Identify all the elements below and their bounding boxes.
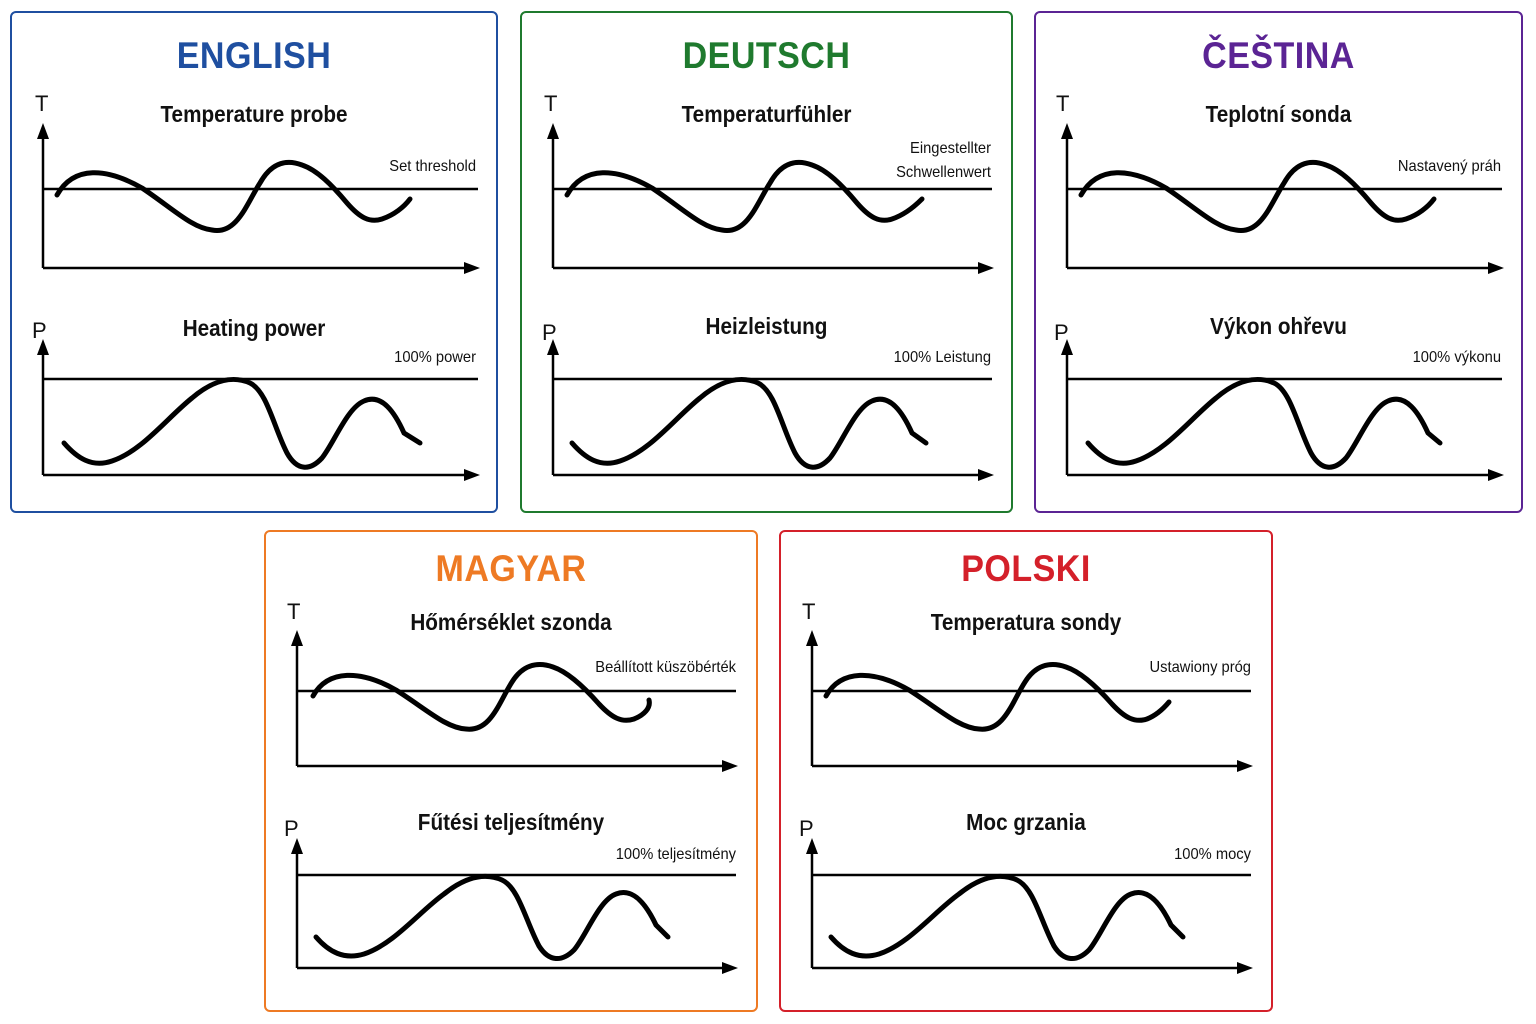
temperature-x-arrow bbox=[1488, 262, 1504, 274]
temperature-chart-title: Temperatura sondy bbox=[930, 609, 1122, 635]
power-y-arrow bbox=[806, 838, 818, 854]
threshold-label: Nastavený práh bbox=[1397, 158, 1501, 175]
temperature-curve bbox=[54, 159, 413, 233]
temperature-chart-title: Temperature probe bbox=[160, 101, 348, 127]
power-axis-label: P bbox=[542, 320, 557, 345]
diagram-graphics bbox=[547, 123, 994, 481]
power-curve bbox=[1085, 377, 1443, 470]
power-chart-title: Heizleistung bbox=[705, 313, 828, 339]
full-power-label: 100% Leistung bbox=[893, 349, 991, 366]
power-x-arrow bbox=[1488, 469, 1504, 481]
temperature-axis-label: T bbox=[802, 599, 816, 624]
language-title: ENGLISH bbox=[176, 35, 332, 76]
power-curve bbox=[569, 377, 929, 470]
power-curve bbox=[313, 874, 671, 961]
temperature-chart-title: Teplotní sonda bbox=[1205, 101, 1352, 127]
threshold-label: Ustawiony próg bbox=[1149, 659, 1251, 676]
temperature-y-arrow bbox=[291, 630, 303, 646]
power-y-arrow bbox=[291, 838, 303, 854]
diagram-graphics bbox=[806, 630, 1253, 974]
temperature-y-arrow bbox=[806, 630, 818, 646]
full-power-label: 100% mocy bbox=[1174, 846, 1251, 863]
diagram-graphics bbox=[291, 630, 738, 974]
diagram-graphics bbox=[37, 123, 480, 481]
power-x-arrow bbox=[722, 962, 738, 974]
panel-deutsch: DEUTSCH T Temperaturfühler Eingestellter… bbox=[520, 11, 1013, 513]
full-power-label: 100% výkonu bbox=[1412, 349, 1501, 366]
language-title: POLSKI bbox=[961, 548, 1091, 589]
diagram-graphics bbox=[1061, 123, 1504, 481]
power-curve bbox=[61, 377, 423, 470]
temperature-axis-label: T bbox=[35, 91, 49, 116]
power-curve bbox=[828, 874, 1186, 961]
panel-magyar: MAGYAR T Hőmérséklet szonda Beállított k… bbox=[264, 530, 758, 1012]
panel-polski: POLSKI T Temperatura sondy Ustawiony pró… bbox=[779, 530, 1273, 1012]
temperature-x-arrow bbox=[464, 262, 480, 274]
temperature-x-arrow bbox=[978, 262, 994, 274]
temperature-curve bbox=[1078, 159, 1437, 233]
power-x-arrow bbox=[978, 469, 994, 481]
power-chart-title: Moc grzania bbox=[966, 809, 1086, 835]
temperature-y-arrow bbox=[1061, 123, 1073, 139]
language-title: DEUTSCH bbox=[682, 35, 851, 76]
temperature-chart-title: Temperaturfühler bbox=[681, 101, 852, 127]
temperature-axis-label: T bbox=[544, 91, 558, 116]
threshold-label: Set threshold bbox=[389, 158, 476, 175]
power-y-arrow bbox=[37, 339, 49, 355]
full-power-label: 100% power bbox=[394, 349, 476, 366]
power-y-arrow bbox=[1061, 339, 1073, 355]
power-axis-label: P bbox=[799, 816, 814, 841]
temperature-x-arrow bbox=[722, 760, 738, 772]
panel-cestina: ČEŠTINA T Teplotní sonda Nastavený práh … bbox=[1034, 11, 1523, 513]
power-axis-label: P bbox=[284, 816, 299, 841]
temperature-axis-label: T bbox=[1056, 91, 1070, 116]
temperature-y-arrow bbox=[547, 123, 559, 139]
temperature-chart-title: Hőmérséklet szonda bbox=[410, 609, 612, 635]
full-power-label: 100% teljesítmény bbox=[615, 846, 736, 863]
temperature-x-arrow bbox=[1237, 760, 1253, 772]
power-axis-label: P bbox=[32, 318, 47, 343]
power-chart-title: Heating power bbox=[182, 315, 326, 341]
power-chart-title: Výkon ohřevu bbox=[1210, 313, 1347, 339]
power-y-arrow bbox=[547, 339, 559, 355]
power-x-arrow bbox=[464, 469, 480, 481]
threshold-label: Beállított küszöbérték bbox=[595, 659, 736, 676]
power-chart-title: Fűtési teljesítmény bbox=[417, 809, 605, 835]
threshold-label: Eingestellter Schwellenwert bbox=[896, 140, 991, 181]
language-title: MAGYAR bbox=[435, 548, 587, 589]
temperature-curve bbox=[823, 662, 1172, 732]
power-axis-label: P bbox=[1054, 320, 1069, 345]
temperature-curve bbox=[564, 159, 925, 233]
temperature-axis-label: T bbox=[287, 599, 301, 624]
panel-english: ENGLISH T Temperature probe Set threshol… bbox=[10, 11, 498, 513]
temperature-y-arrow bbox=[37, 123, 49, 139]
temperature-curve bbox=[310, 662, 652, 732]
power-x-arrow bbox=[1237, 962, 1253, 974]
language-title: ČEŠTINA bbox=[1202, 35, 1355, 76]
